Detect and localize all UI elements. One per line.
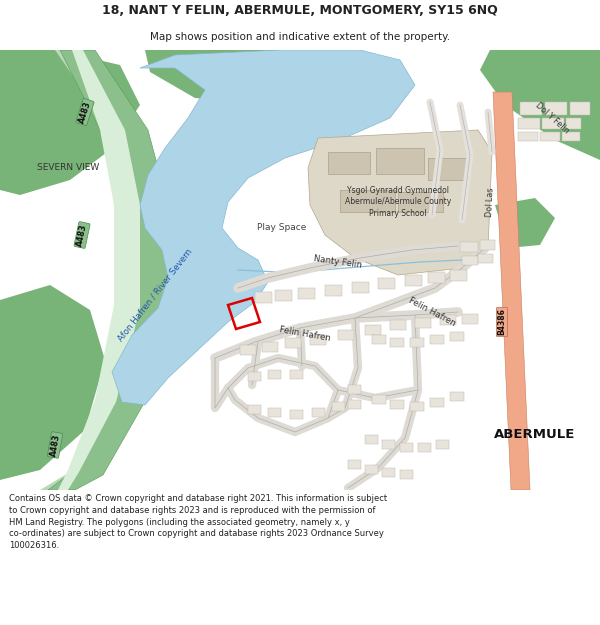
Bar (415, 318, 431, 328)
Bar (338, 330, 354, 340)
Bar (518, 118, 540, 129)
Bar (352, 282, 369, 293)
Text: ABERMULE: ABERMULE (494, 429, 575, 441)
Polygon shape (495, 198, 555, 248)
Polygon shape (493, 92, 530, 490)
Bar (430, 335, 444, 344)
Text: SEVERN VIEW: SEVERN VIEW (37, 164, 99, 172)
Bar (365, 325, 381, 335)
Bar (562, 132, 580, 141)
Bar (240, 345, 256, 355)
Bar (400, 470, 413, 479)
Bar (390, 338, 404, 347)
Bar (332, 402, 345, 411)
Polygon shape (58, 50, 140, 490)
Bar (566, 118, 581, 129)
Bar (248, 405, 261, 414)
Bar (436, 440, 449, 449)
Bar (462, 256, 478, 265)
Polygon shape (480, 50, 600, 160)
Bar (390, 320, 406, 330)
Bar (372, 335, 386, 344)
Bar (365, 435, 378, 444)
Bar (542, 118, 564, 129)
Text: Contains OS data © Crown copyright and database right 2021. This information is : Contains OS data © Crown copyright and d… (9, 494, 387, 550)
Bar (400, 443, 413, 452)
Polygon shape (40, 50, 160, 490)
Bar (325, 285, 342, 296)
Bar (430, 398, 444, 407)
Bar (545, 102, 567, 115)
Bar (478, 254, 493, 263)
Bar (328, 152, 370, 174)
Bar (285, 338, 301, 348)
Bar (262, 342, 278, 352)
Text: A483: A483 (77, 100, 93, 124)
Bar (268, 370, 281, 379)
Bar (480, 240, 495, 250)
Bar (365, 465, 378, 474)
Text: Map shows position and indicative extent of the property.: Map shows position and indicative extent… (150, 32, 450, 43)
Text: Dol Y Felin: Dol Y Felin (533, 101, 571, 135)
Bar (570, 102, 590, 115)
Bar (410, 338, 424, 347)
Bar (405, 275, 422, 286)
Bar (372, 395, 386, 404)
Bar (450, 392, 464, 401)
Text: Nanty Felin: Nanty Felin (313, 254, 363, 270)
Bar (428, 158, 466, 180)
Bar (248, 372, 261, 381)
Bar (440, 315, 456, 325)
Bar (410, 402, 424, 411)
Text: Afon Hafren / River Severn: Afon Hafren / River Severn (116, 247, 194, 343)
Bar (298, 288, 315, 299)
Bar (348, 385, 361, 394)
Bar (428, 272, 445, 283)
Polygon shape (112, 50, 415, 405)
Bar (290, 410, 303, 419)
Bar (382, 440, 395, 449)
Text: B4386: B4386 (497, 309, 506, 336)
Bar (312, 408, 325, 417)
Bar (540, 132, 560, 141)
Polygon shape (308, 130, 492, 275)
Bar (398, 192, 443, 212)
Bar (418, 443, 431, 452)
Bar (348, 460, 361, 469)
Bar (520, 102, 542, 115)
Text: A483: A483 (75, 223, 89, 247)
Text: Play Space: Play Space (257, 224, 307, 232)
Bar (275, 290, 292, 301)
Polygon shape (48, 50, 168, 490)
Text: Dol Las: Dol Las (485, 187, 495, 217)
Bar (390, 400, 404, 409)
Bar (310, 335, 326, 345)
Bar (255, 292, 272, 303)
Bar (268, 408, 281, 417)
Bar (378, 278, 395, 289)
Bar (348, 400, 361, 409)
Polygon shape (0, 50, 140, 195)
Text: Ysgol Gynradd Gymunedol
Abermule/Abermule County
Primary School: Ysgol Gynradd Gymunedol Abermule/Abermul… (345, 186, 451, 218)
Text: Felin Hafren: Felin Hafren (407, 296, 457, 328)
Bar (450, 270, 467, 281)
Bar (462, 314, 478, 324)
Bar (460, 242, 478, 252)
Bar (376, 148, 424, 174)
Text: Felin Hafren: Felin Hafren (278, 325, 331, 343)
Polygon shape (145, 50, 330, 105)
Bar (518, 132, 538, 141)
Bar (450, 332, 464, 341)
Bar (382, 468, 395, 477)
Text: 18, NANT Y FELIN, ABERMULE, MONTGOMERY, SY15 6NQ: 18, NANT Y FELIN, ABERMULE, MONTGOMERY, … (102, 4, 498, 18)
Bar (290, 370, 303, 379)
Bar (340, 190, 395, 212)
Polygon shape (0, 285, 105, 480)
Text: A483: A483 (49, 433, 61, 457)
